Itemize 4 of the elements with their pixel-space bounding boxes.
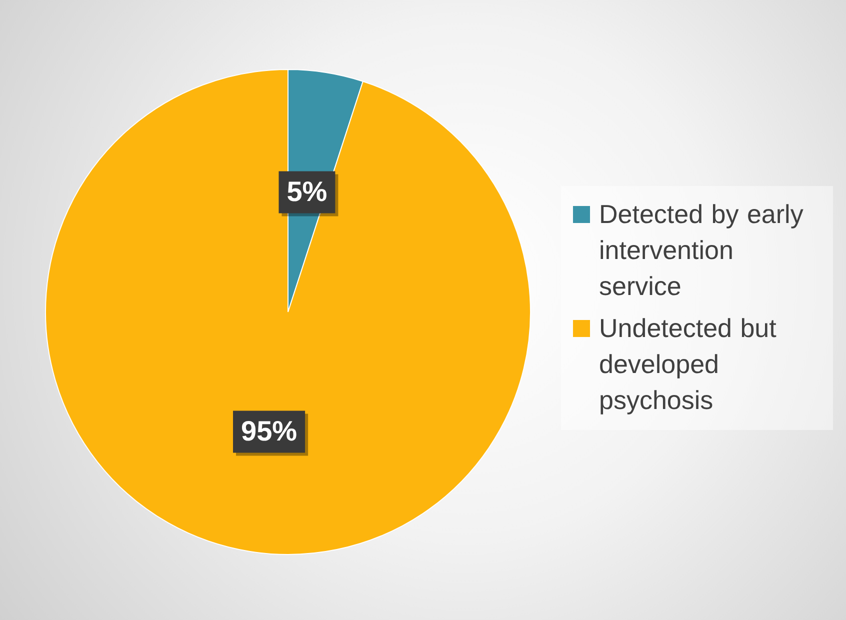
data-label: 5% [286, 176, 328, 207]
legend-label: Detected by early intervention service [599, 198, 804, 303]
data-label: 95% [241, 415, 298, 446]
slice-label: Undetected but developed psychosis [599, 312, 778, 417]
